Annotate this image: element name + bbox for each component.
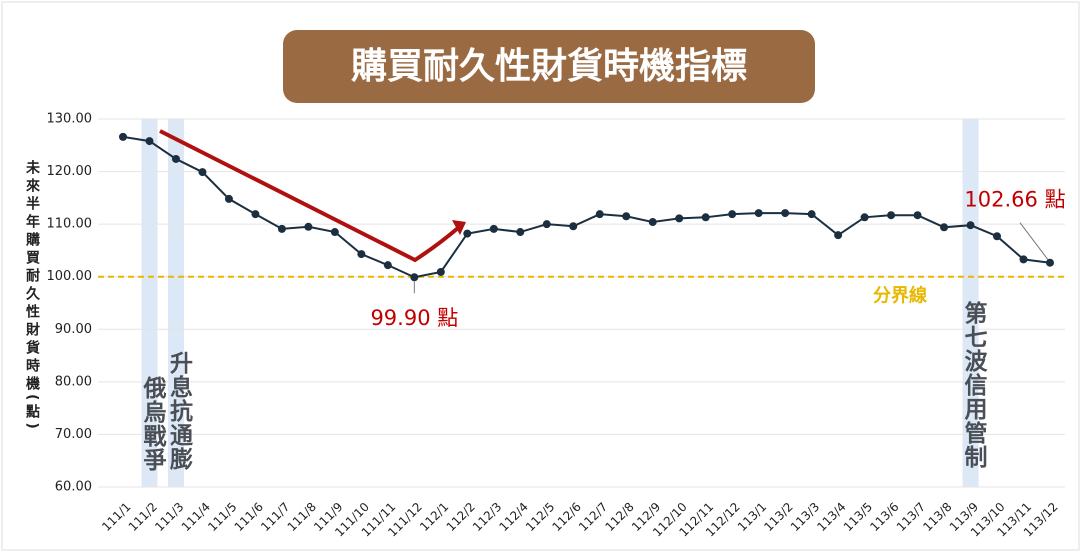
data-point — [622, 212, 631, 221]
event-band — [167, 119, 184, 487]
event-label: 升息抗通膨 — [165, 351, 194, 471]
data-point — [1046, 258, 1054, 267]
data-point — [754, 209, 763, 218]
data-point — [807, 210, 816, 219]
data-point — [277, 224, 286, 233]
data-point — [145, 137, 154, 146]
data-point — [675, 214, 684, 223]
data-point — [119, 132, 127, 141]
data-point — [542, 220, 551, 229]
trend-arrow — [159, 129, 460, 263]
y-tick-label: 110.00 — [47, 217, 93, 232]
arrow-head — [452, 220, 466, 235]
y-axis-label: 未來半年購買耐久性財貨時機(點) — [24, 159, 41, 432]
data-point — [569, 222, 578, 231]
data-point — [251, 210, 260, 219]
data-point — [887, 211, 896, 220]
data-point — [198, 168, 207, 177]
data-label: 99.90 點 — [370, 306, 458, 330]
data-point — [436, 267, 445, 276]
data-point — [330, 228, 339, 237]
data-point — [913, 211, 922, 220]
data-point — [648, 218, 657, 227]
data-point — [410, 273, 419, 282]
y-tick-label: 130.00 — [47, 112, 93, 127]
event-band — [962, 119, 979, 487]
data-point — [516, 228, 525, 237]
data-point — [489, 224, 498, 233]
data-point — [224, 194, 233, 203]
data-point — [701, 213, 710, 222]
data-point — [860, 213, 869, 222]
data-line — [122, 135, 1051, 279]
data-point — [834, 231, 843, 240]
title-box — [283, 30, 815, 103]
event-band — [141, 119, 158, 487]
y-tick-label: 120.00 — [47, 164, 93, 179]
chart-title: 購買耐久性財貨時機指標 — [351, 46, 747, 87]
data-point — [171, 154, 180, 163]
data-point — [357, 250, 366, 259]
data-point — [728, 210, 737, 219]
data-point — [1019, 255, 1028, 264]
reference-label: 分界線 — [873, 285, 927, 307]
data-point — [463, 229, 472, 238]
y-tick-label: 80.00 — [55, 374, 92, 389]
y-tick-label: 70.00 — [55, 427, 92, 442]
data-point — [940, 223, 949, 232]
y-tick-label: 60.00 — [55, 480, 92, 495]
data-label: 102.66 點 — [964, 188, 1065, 212]
data-point — [966, 221, 975, 230]
data-point — [383, 261, 392, 270]
y-tick-label: 100.00 — [47, 269, 93, 284]
y-tick-label: 90.00 — [55, 322, 92, 337]
event-label: 第七波信用管制 — [960, 300, 988, 469]
data-point — [781, 209, 790, 218]
data-point — [993, 232, 1002, 241]
data-point — [304, 222, 313, 231]
event-label: 俄烏戰爭 — [139, 376, 168, 472]
data-point — [595, 210, 604, 219]
leader-line — [1019, 222, 1049, 261]
